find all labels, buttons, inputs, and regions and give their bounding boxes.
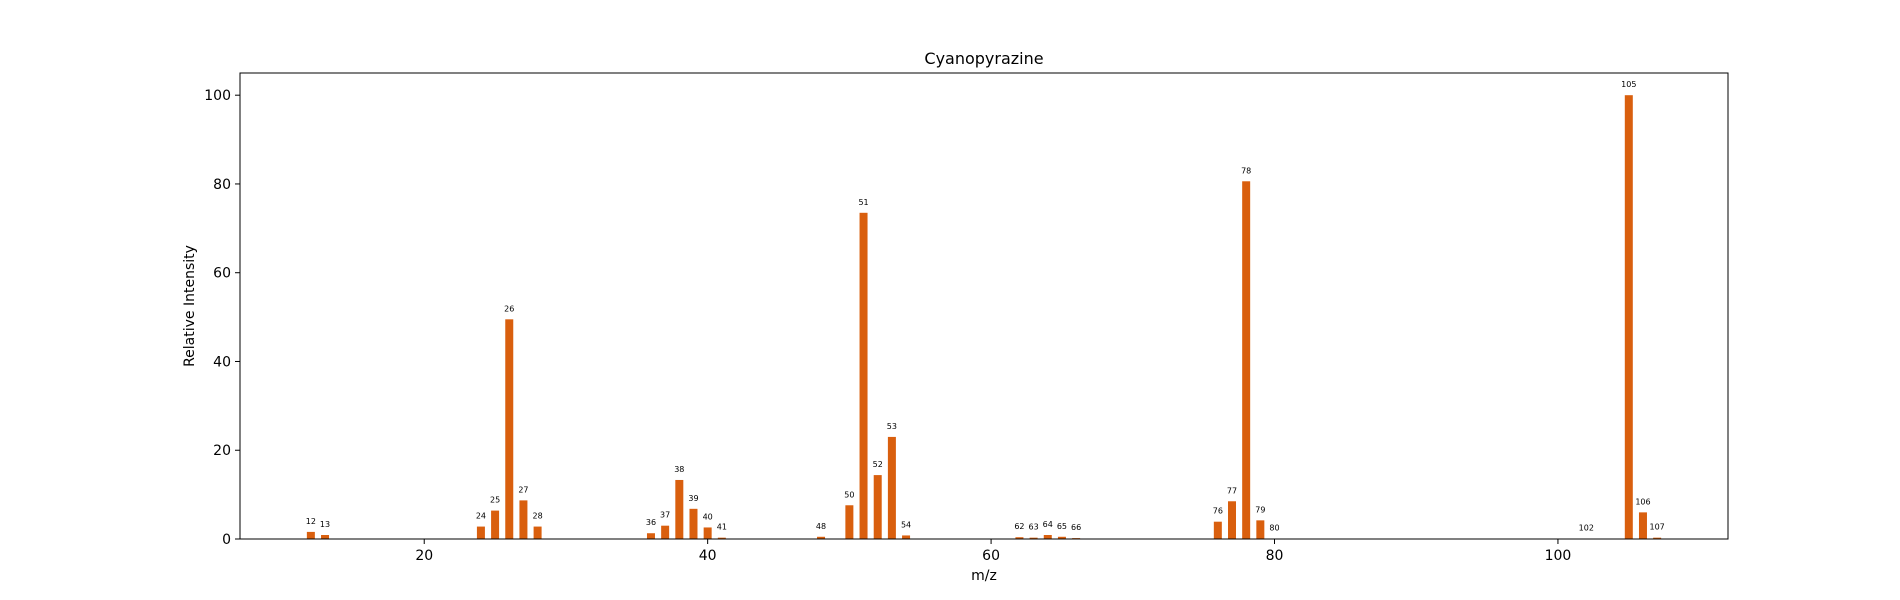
bar-mz-107 (1653, 537, 1662, 539)
bar-mz-27 (519, 500, 528, 539)
bar-mz-105 (1624, 95, 1633, 539)
data-label-mz-105: 105 (1621, 80, 1636, 89)
data-labels-group: 12 13 24 25 26 27 28 36 37 38 39 40 41 48 50 51 52 53 54 62… (306, 80, 1665, 532)
x-tick-label-60: 60 (982, 548, 1000, 564)
bar-mz-52 (873, 475, 882, 539)
data-label-mz-40: 40 (703, 512, 713, 521)
data-label-mz-28: 28 (533, 512, 543, 521)
data-label-mz-38: 38 (674, 465, 684, 474)
y-tick-label-0: 0 (222, 532, 231, 548)
data-label-mz-27: 27 (518, 485, 528, 494)
bar-mz-36 (646, 533, 655, 539)
y-tick-label-60: 60 (213, 266, 231, 282)
data-label-mz-13: 13 (320, 520, 330, 529)
x-axis-ticks: 20 40 60 80 100 (415, 539, 1571, 564)
data-label-mz-66: 66 (1071, 523, 1081, 532)
bars-group (306, 95, 1662, 540)
plot-frame (239, 72, 1729, 540)
y-tick-label-20: 20 (213, 443, 231, 459)
bar-mz-106 (1638, 512, 1647, 539)
data-label-mz-39: 39 (688, 494, 698, 503)
data-label-mz-77: 77 (1227, 486, 1237, 495)
bar-mz-39 (689, 508, 698, 539)
data-label-mz-65: 65 (1057, 522, 1067, 531)
bar-mz-77 (1228, 501, 1236, 539)
x-tick-label-40: 40 (699, 548, 717, 564)
data-label-mz-41: 41 (717, 523, 727, 532)
x-tick-label-20: 20 (415, 548, 433, 564)
data-label-mz-12: 12 (306, 517, 316, 526)
bar-mz-25 (491, 510, 500, 539)
data-label-mz-102: 102 (1579, 524, 1594, 533)
x-tick-label-80: 80 (1266, 548, 1284, 564)
y-axis-label: Relative Intensity (182, 245, 198, 367)
bar-mz-53 (887, 436, 896, 539)
bar-mz-50 (845, 505, 854, 539)
x-tick-label-100: 100 (1545, 548, 1572, 564)
bar-mz-64 (1043, 535, 1052, 539)
data-label-mz-52: 52 (873, 460, 883, 469)
bar-mz-24 (476, 526, 485, 539)
data-label-mz-24: 24 (476, 512, 486, 521)
data-label-mz-36: 36 (646, 518, 656, 527)
bar-mz-26 (505, 319, 514, 539)
data-label-mz-54: 54 (901, 520, 911, 529)
data-label-mz-37: 37 (660, 511, 670, 520)
data-label-mz-25: 25 (490, 496, 500, 505)
y-tick-label-80: 80 (213, 177, 231, 193)
data-label-mz-80: 80 (1269, 524, 1279, 533)
data-label-mz-48: 48 (816, 522, 826, 531)
bar-mz-76 (1213, 521, 1222, 539)
data-label-mz-64: 64 (1043, 520, 1053, 529)
y-tick-label-40: 40 (213, 354, 231, 370)
bar-mz-41 (717, 537, 726, 539)
data-label-mz-26: 26 (504, 304, 514, 313)
bar-mz-63 (1029, 537, 1038, 539)
bar-mz-38 (675, 479, 684, 539)
bar-mz-79 (1256, 520, 1265, 539)
y-axis-ticks: 0 20 40 60 80 100 (204, 88, 240, 548)
data-label-mz-63: 63 (1029, 523, 1039, 532)
bar-mz-13 (321, 535, 330, 539)
data-label-mz-78: 78 (1241, 166, 1251, 175)
data-label-mz-51: 51 (858, 198, 868, 207)
bar-mz-65 (1057, 536, 1066, 539)
bar-mz-12 (306, 531, 315, 539)
bar-mz-78 (1242, 181, 1251, 539)
bar-mz-37 (661, 525, 670, 539)
bar-mz-28 (533, 526, 542, 539)
data-label-mz-50: 50 (844, 490, 854, 499)
bar-mz-51 (859, 212, 868, 540)
data-label-mz-62: 62 (1014, 522, 1024, 531)
data-label-mz-106: 106 (1635, 497, 1650, 506)
bar-mz-40 (703, 527, 712, 539)
data-label-mz-53: 53 (887, 422, 897, 431)
bar-mz-48 (817, 536, 826, 539)
bar-mz-62 (1015, 537, 1024, 539)
chart-title: Cyanopyrazine (924, 49, 1043, 68)
data-label-mz-76: 76 (1213, 507, 1223, 516)
x-axis-label: m/z (971, 568, 997, 584)
data-label-mz-79: 79 (1255, 505, 1265, 514)
bar-mz-54 (902, 535, 911, 539)
y-tick-label-100: 100 (204, 88, 231, 104)
data-label-mz-107: 107 (1650, 523, 1665, 532)
